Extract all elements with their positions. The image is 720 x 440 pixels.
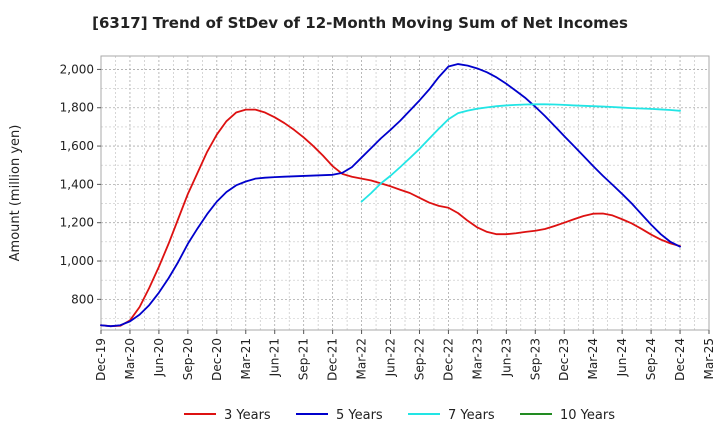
legend: 3 Years 5 Years 7 Years 10 Years (184, 408, 615, 423)
x-tick-label: Mar-25 (702, 338, 716, 379)
x-tick-label: Jun-24 (615, 338, 629, 377)
x-tick-label: Sep-21 (297, 338, 311, 380)
y-axis-ticks: 800 1,000 1,200 1,400 1,600 1,800 2,000 (60, 62, 101, 306)
y-tick-label: 1,200 (60, 216, 94, 230)
x-tick-label: Dec-24 (673, 338, 687, 381)
series-lines (100, 63, 681, 328)
x-tick-label: Mar-24 (586, 338, 600, 379)
x-tick-label: Mar-22 (355, 338, 369, 379)
y-tick-label: 800 (71, 292, 94, 306)
grid-lines (100, 56, 710, 330)
x-tick-label: Mar-20 (123, 338, 137, 379)
series-line-7-years (360, 103, 681, 203)
x-tick-label: Dec-22 (441, 338, 455, 381)
chart-title: [6317] Trend of StDev of 12-Month Moving… (92, 14, 628, 32)
y-tick-label: 2,000 (60, 62, 94, 76)
legend-label: 10 Years (560, 408, 615, 423)
x-tick-label: Dec-23 (557, 338, 571, 381)
y-tick-label: 1,800 (60, 101, 94, 115)
y-tick-label: 1,600 (60, 139, 94, 153)
series-line-3-years (100, 108, 681, 328)
x-axis-ticks: Dec-19 Mar-20 Jun-20 Sep-20 Dec-20 Mar-21 Jun-… (94, 330, 716, 381)
legend-label: 7 Years (448, 408, 495, 423)
x-tick-label: Mar-21 (239, 338, 253, 379)
y-tick-label: 1,000 (60, 254, 94, 268)
x-tick-label: Dec-19 (94, 338, 108, 381)
x-tick-label: Sep-23 (528, 338, 542, 380)
legend-label: 3 Years (224, 408, 271, 423)
plot-frame (100, 55, 710, 331)
y-axis-title: Amount (million yen) (8, 125, 23, 262)
x-tick-label: Sep-20 (181, 338, 195, 380)
x-tick-label: Jun-23 (499, 338, 513, 377)
x-tick-label: Dec-21 (326, 338, 340, 381)
x-tick-label: Jun-21 (268, 338, 282, 377)
x-tick-label: Jun-20 (152, 338, 166, 377)
series-line-5-years (100, 63, 681, 328)
x-tick-label: Sep-22 (412, 338, 426, 380)
x-tick-label: Sep-24 (644, 338, 658, 380)
x-tick-label: Jun-22 (384, 338, 398, 377)
legend-label: 5 Years (336, 408, 383, 423)
x-tick-label: Mar-23 (470, 338, 484, 379)
y-tick-label: 1,400 (60, 177, 94, 191)
x-tick-label: Dec-20 (210, 338, 224, 381)
